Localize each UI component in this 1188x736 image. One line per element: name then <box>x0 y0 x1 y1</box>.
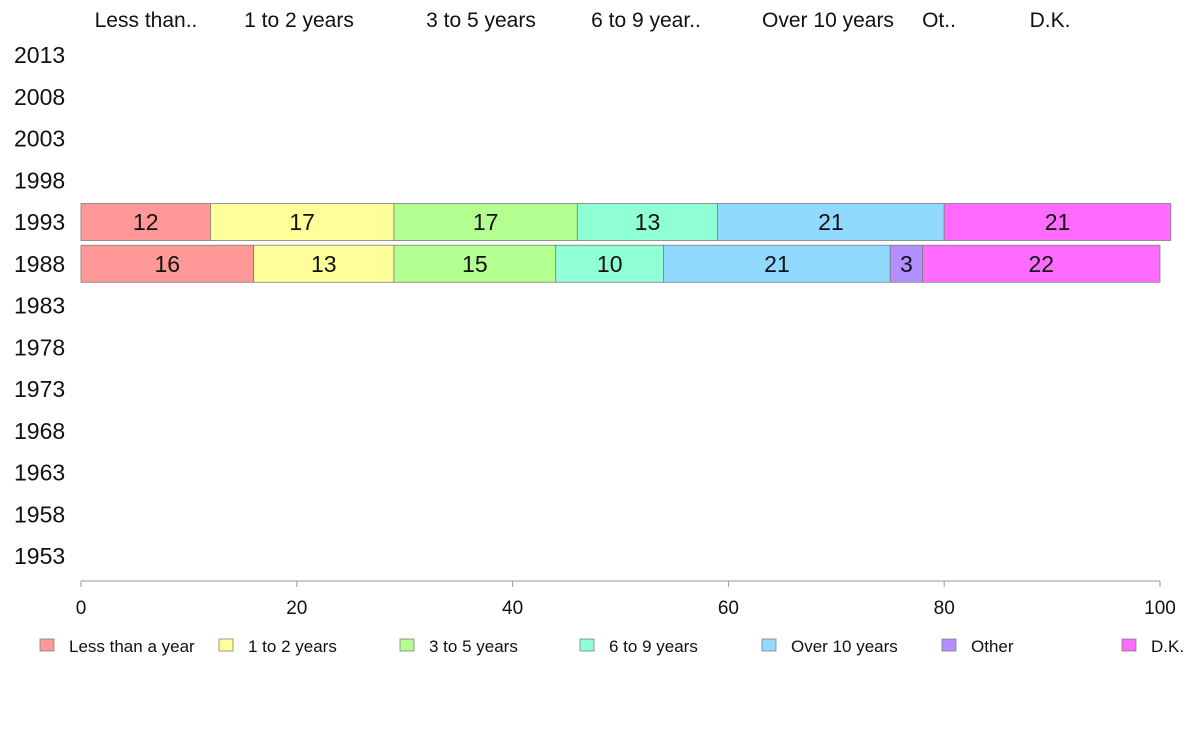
bar-segment <box>576 203 719 241</box>
column-header: 1 to 2 years <box>244 9 354 32</box>
bar-data-label: 16 <box>155 251 181 277</box>
y-tick-label: 1978 <box>14 334 65 360</box>
legend-label: 1 to 2 years <box>248 637 337 656</box>
bar-data-label: 13 <box>635 209 661 235</box>
bar-data-label: 10 <box>597 251 623 277</box>
bar-segment <box>393 244 557 283</box>
bar-segment <box>717 203 945 241</box>
y-tick-label: 1993 <box>14 209 65 235</box>
column-header: Less than.. <box>95 9 198 32</box>
x-tick-label: 100 <box>1144 598 1176 619</box>
legend-label: 3 to 5 years <box>429 637 518 656</box>
y-tick-label: 1968 <box>14 418 65 444</box>
bar-data-label: 21 <box>818 209 844 235</box>
legend-swatch <box>761 638 777 652</box>
legend-item: D.K. <box>1121 637 1184 656</box>
x-tick-label: 40 <box>502 598 523 619</box>
legend-label: Other <box>971 637 1014 656</box>
bar-segment <box>943 203 1172 241</box>
legend-item: 1 to 2 years <box>218 637 337 656</box>
column-header: Over 10 years <box>762 9 894 32</box>
y-axis-labels: 2013 2008 2003 1998 1993 1988 1983 1978 1973 1968… <box>14 42 65 569</box>
bar-segment <box>393 203 578 241</box>
legend: Less than a year 1 to 2 years 3 to 5 years… <box>39 637 1184 656</box>
bar-segment <box>80 203 211 241</box>
x-tick-label: 20 <box>286 598 307 619</box>
x-axis: 0 20 40 60 80 100 <box>76 580 1176 619</box>
bar-data-label: 22 <box>1029 251 1055 277</box>
legend-label: 6 to 9 years <box>609 637 698 656</box>
legend-swatch <box>39 638 55 652</box>
x-tick-label: 80 <box>934 598 955 619</box>
legend-swatch <box>218 638 234 652</box>
column-header: D.K. <box>1030 9 1071 32</box>
legend-swatch <box>579 638 595 652</box>
legend-item: 6 to 9 years <box>579 637 698 656</box>
bar-segment <box>80 244 255 283</box>
column-header: 3 to 5 years <box>426 9 536 32</box>
legend-swatch <box>399 638 415 652</box>
legend-label: Over 10 years <box>791 637 898 656</box>
bar-data-label: 21 <box>1045 209 1071 235</box>
legend-item: Less than a year <box>39 637 195 656</box>
bar-data-label: 17 <box>473 209 499 235</box>
legend-swatch <box>941 638 957 652</box>
bar-segment <box>922 244 1161 283</box>
y-tick-label: 1953 <box>14 543 65 569</box>
y-tick-label: 1998 <box>14 167 65 193</box>
bar-segment <box>555 244 665 283</box>
bar-segment <box>889 244 924 283</box>
y-tick-label: 1973 <box>14 376 65 402</box>
y-tick-label: 2013 <box>14 42 65 68</box>
bar-segment <box>253 244 395 283</box>
legend-label: D.K. <box>1151 637 1184 656</box>
column-header: Ot.. <box>922 9 956 32</box>
column-headers: Less than.. 1 to 2 years 3 to 5 years 6 to … <box>95 9 1071 32</box>
bar-data-label: 21 <box>764 251 790 277</box>
y-tick-label: 1983 <box>14 293 65 319</box>
bar-data-label: 15 <box>462 251 488 277</box>
y-tick-label: 2003 <box>14 126 65 152</box>
y-tick-label: 1958 <box>14 501 65 527</box>
legend-item: Over 10 years <box>761 637 898 656</box>
x-tick-label: 60 <box>718 598 739 619</box>
bars: 12 17 17 13 21 21 16 13 15 10 21 3 22 <box>80 203 1172 283</box>
y-tick-label: 1963 <box>14 460 65 486</box>
y-tick-label: 1988 <box>14 251 65 277</box>
legend-item: 3 to 5 years <box>399 637 518 656</box>
bar-data-label: 17 <box>289 209 315 235</box>
legend-item: Other <box>941 637 1014 656</box>
legend-swatch <box>1121 638 1137 652</box>
y-tick-label: 2008 <box>14 84 65 110</box>
bar-data-label: 3 <box>900 251 913 277</box>
column-header: 6 to 9 year.. <box>591 9 701 32</box>
bar-data-label: 12 <box>133 209 159 235</box>
bar-segment <box>210 203 395 241</box>
x-tick-label: 0 <box>76 598 87 619</box>
bar-data-label: 13 <box>311 251 337 277</box>
legend-label: Less than a year <box>69 637 195 656</box>
